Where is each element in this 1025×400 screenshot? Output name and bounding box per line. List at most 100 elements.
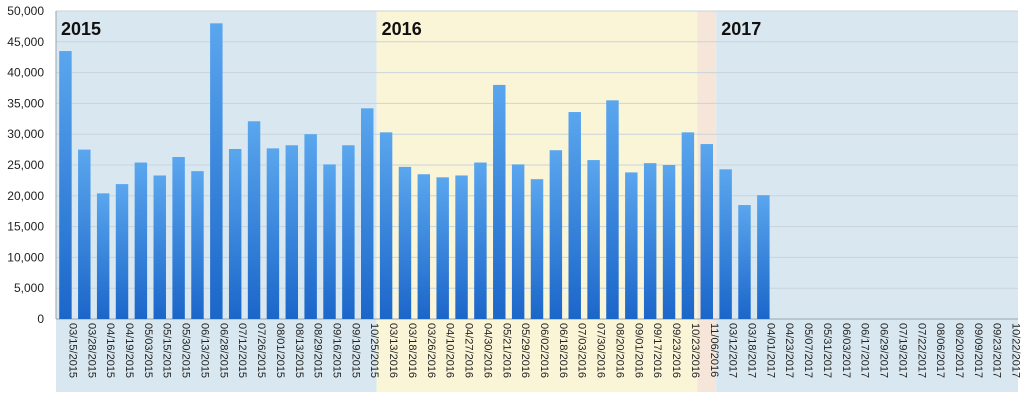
- y-tick-label: 35,000: [7, 96, 44, 110]
- x-tick-label: 03/26/2016: [425, 323, 437, 378]
- x-tick-label: 07/12/2015: [236, 323, 248, 378]
- bar: [549, 150, 563, 319]
- x-tick-label: 03/15/2015: [66, 323, 78, 378]
- x-tick-label: 08/20/2016: [613, 323, 625, 378]
- x-tick-label: 09/09/2017: [972, 323, 984, 378]
- x-tick-label: 05/03/2015: [142, 323, 154, 378]
- y-tick-label: 15,000: [7, 220, 44, 234]
- y-tick-label: 5,000: [14, 281, 44, 295]
- x-tick-label: 10/22/2017: [1010, 323, 1022, 378]
- bar: [228, 148, 242, 319]
- x-tick-label: 06/28/2015: [217, 323, 229, 378]
- year-labels: 2015 2016 2017: [61, 19, 761, 39]
- bar: [172, 156, 185, 319]
- bar: [681, 132, 695, 319]
- x-tick-label: 09/16/2015: [331, 323, 343, 378]
- x-tick-label: 08/06/2017: [934, 323, 946, 378]
- bar: [191, 171, 204, 319]
- bar: [738, 205, 751, 319]
- y-tick-label: 50,000: [7, 4, 44, 18]
- x-tick-label: 08/29/2015: [312, 323, 324, 378]
- bar: [342, 145, 355, 319]
- x-tick-label: 05/29/2016: [519, 323, 531, 378]
- bar: [606, 100, 619, 319]
- x-tick-label: 09/23/2016: [670, 323, 682, 378]
- bar: [530, 179, 544, 319]
- bar: [625, 172, 638, 319]
- bar: [134, 162, 148, 319]
- bar: [304, 134, 317, 319]
- y-tick-label: 25,000: [7, 158, 44, 172]
- y-tick-label: 30,000: [7, 127, 44, 141]
- bar: [700, 144, 713, 319]
- x-tick-label: 03/12/2017: [727, 323, 739, 378]
- bar: [493, 84, 506, 319]
- x-tick-label: 10/23/2016: [689, 323, 701, 378]
- bar: [59, 51, 72, 319]
- x-tick-label: 04/01/2017: [764, 323, 776, 378]
- x-tick-label: 09/23/2017: [991, 323, 1003, 378]
- bar: [266, 148, 280, 319]
- year-label-2017: 2017: [721, 19, 761, 39]
- x-tick-label: 07/26/2015: [255, 323, 267, 378]
- bar: [379, 132, 393, 319]
- x-tick-label: 06/17/2017: [859, 323, 871, 378]
- x-tick-label: 06/02/2016: [538, 323, 550, 378]
- y-tick-label: 10,000: [7, 250, 44, 264]
- bar: [436, 177, 449, 319]
- bar: [643, 163, 657, 319]
- bar: [587, 160, 600, 319]
- x-axis-ticks: 03/15/2015 03/28/2015 04/16/2015 04/19/2015…: [66, 323, 1021, 378]
- y-tick-label: 40,000: [7, 66, 44, 80]
- bar: [757, 195, 770, 319]
- x-tick-label: 05/21/2016: [500, 323, 512, 378]
- bar: [361, 108, 374, 319]
- y-tick-label: 45,000: [7, 35, 44, 49]
- bar: [285, 145, 299, 319]
- bar: [417, 174, 431, 319]
- bar: [78, 149, 91, 319]
- x-tick-label: 08/20/2017: [953, 323, 965, 378]
- x-tick-label: 09/17/2016: [651, 323, 663, 378]
- x-tick-label: 05/30/2015: [180, 323, 192, 378]
- y-tick-label: 20,000: [7, 189, 44, 203]
- bar: [210, 23, 223, 319]
- x-tick-label: 05/15/2015: [161, 323, 173, 378]
- x-tick-label: 09/19/2015: [349, 323, 361, 378]
- y-tick-label: 0: [37, 312, 44, 326]
- x-tick-label: 06/29/2017: [878, 323, 890, 378]
- x-tick-label: 08/13/2015: [293, 323, 305, 378]
- x-tick-label: 04/23/2017: [783, 323, 795, 378]
- x-tick-label: 07/22/2017: [915, 323, 927, 378]
- bar: [662, 165, 676, 319]
- x-tick-label: 05/31/2017: [821, 323, 833, 378]
- bar: [398, 166, 412, 319]
- bar: [474, 162, 487, 319]
- bar: [511, 164, 525, 319]
- bar: [96, 193, 110, 319]
- x-tick-label: 04/10/2016: [444, 323, 456, 378]
- x-tick-label: 05/07/2017: [802, 323, 814, 378]
- bar: [719, 169, 732, 319]
- x-tick-label: 03/28/2015: [85, 323, 97, 378]
- x-tick-label: 04/16/2015: [104, 323, 116, 378]
- bar: [455, 175, 468, 319]
- x-tick-label: 03/18/2016: [406, 323, 418, 378]
- x-tick-label: 04/19/2015: [123, 323, 135, 378]
- x-tick-label: 04/27/2016: [463, 323, 475, 378]
- year-label-2015: 2015: [61, 19, 101, 39]
- bar: [247, 121, 261, 319]
- y-axis-ticks: 0 5,000 10,000 15,000 20,000 25,000 30,000 35,0…: [7, 4, 44, 326]
- year-label-2016: 2016: [382, 19, 422, 39]
- x-tick-label: 06/13/2015: [198, 323, 210, 378]
- bar: [323, 164, 336, 319]
- x-tick-label: 07/03/2016: [576, 323, 588, 378]
- x-tick-label: 08/01/2015: [274, 323, 286, 378]
- x-tick-label: 07/19/2017: [896, 323, 908, 378]
- bar: [115, 184, 129, 319]
- bar: [153, 175, 166, 319]
- x-tick-label: 07/30/2016: [595, 323, 607, 378]
- bars: [59, 23, 770, 319]
